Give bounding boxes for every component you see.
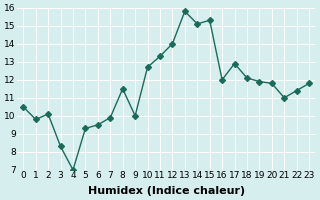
X-axis label: Humidex (Indice chaleur): Humidex (Indice chaleur) xyxy=(88,186,245,196)
